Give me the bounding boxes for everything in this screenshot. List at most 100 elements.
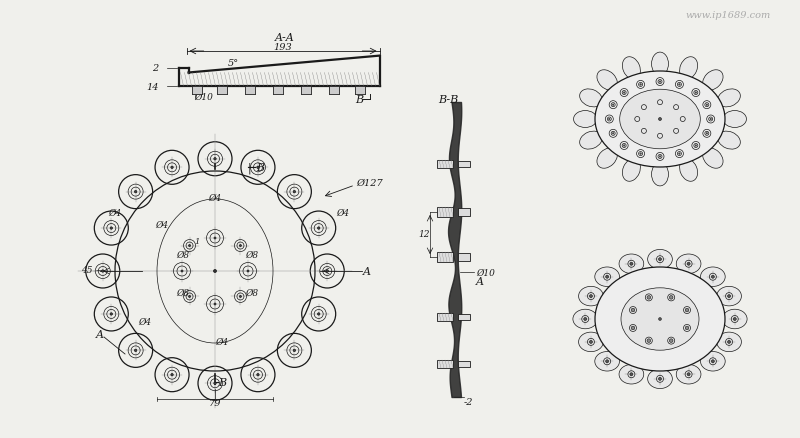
Circle shape <box>110 227 113 230</box>
Circle shape <box>670 296 673 300</box>
Circle shape <box>630 373 633 376</box>
Text: 5°: 5° <box>227 60 238 68</box>
Circle shape <box>631 308 634 312</box>
Ellipse shape <box>621 288 699 350</box>
Ellipse shape <box>578 332 603 352</box>
Circle shape <box>711 360 714 363</box>
Ellipse shape <box>594 267 619 287</box>
Ellipse shape <box>701 267 726 287</box>
Text: B: B <box>218 377 226 387</box>
Text: Ø8: Ø8 <box>177 288 190 297</box>
Circle shape <box>706 105 708 106</box>
Ellipse shape <box>651 53 669 76</box>
Circle shape <box>658 378 662 381</box>
Ellipse shape <box>718 90 740 108</box>
Text: Ø8: Ø8 <box>246 288 258 297</box>
Circle shape <box>658 258 662 261</box>
Ellipse shape <box>620 90 700 149</box>
Ellipse shape <box>619 254 644 274</box>
Text: —: — <box>96 266 105 275</box>
Circle shape <box>647 296 650 300</box>
Text: B-B: B-B <box>438 95 458 105</box>
Circle shape <box>631 326 634 330</box>
Ellipse shape <box>680 57 698 80</box>
Text: Ø4: Ø4 <box>337 208 350 217</box>
Bar <box>458 162 470 168</box>
Circle shape <box>678 153 680 155</box>
Text: A: A <box>363 266 371 276</box>
Circle shape <box>612 133 614 135</box>
Text: 12: 12 <box>418 230 430 239</box>
Bar <box>191 87 202 95</box>
Text: 2: 2 <box>152 64 158 73</box>
Ellipse shape <box>622 57 640 80</box>
Circle shape <box>659 156 661 158</box>
Ellipse shape <box>648 369 672 389</box>
Circle shape <box>687 263 690 265</box>
Circle shape <box>239 245 242 247</box>
Circle shape <box>326 270 329 272</box>
Circle shape <box>647 339 650 343</box>
Circle shape <box>695 92 697 94</box>
Circle shape <box>640 153 642 155</box>
Circle shape <box>609 119 610 120</box>
Ellipse shape <box>651 163 669 187</box>
Circle shape <box>711 276 714 279</box>
Circle shape <box>110 313 113 315</box>
Bar <box>458 254 470 261</box>
Text: 79: 79 <box>209 399 222 408</box>
Ellipse shape <box>702 148 723 169</box>
Circle shape <box>214 303 216 305</box>
Text: Ø127: Ø127 <box>357 178 383 187</box>
Circle shape <box>612 105 614 106</box>
Bar <box>217 87 226 95</box>
Bar <box>354 87 365 95</box>
Bar <box>437 313 453 321</box>
Text: 14: 14 <box>146 82 158 91</box>
Ellipse shape <box>574 111 597 128</box>
Bar <box>301 87 310 95</box>
Text: B: B <box>256 162 264 173</box>
Circle shape <box>584 318 586 321</box>
Ellipse shape <box>580 90 602 108</box>
Circle shape <box>623 145 625 147</box>
Text: A: A <box>96 329 104 339</box>
Ellipse shape <box>597 71 618 91</box>
Bar <box>273 87 282 95</box>
Ellipse shape <box>701 352 726 371</box>
Text: www.ip1689.com: www.ip1689.com <box>686 11 770 21</box>
Circle shape <box>678 85 680 86</box>
Ellipse shape <box>595 267 725 371</box>
Ellipse shape <box>717 287 742 306</box>
Bar <box>437 252 453 262</box>
Ellipse shape <box>680 159 698 182</box>
Ellipse shape <box>595 72 725 168</box>
Text: |: | <box>248 162 252 173</box>
Bar <box>458 361 470 367</box>
Ellipse shape <box>676 365 701 384</box>
Circle shape <box>590 295 593 298</box>
Text: 1: 1 <box>194 237 200 245</box>
Circle shape <box>640 85 642 86</box>
Circle shape <box>606 360 609 363</box>
Circle shape <box>134 350 137 352</box>
Circle shape <box>687 373 690 376</box>
Text: Ø10: Ø10 <box>476 268 495 277</box>
Circle shape <box>134 191 137 194</box>
Text: Ø4: Ø4 <box>215 337 229 346</box>
Circle shape <box>706 133 708 135</box>
Circle shape <box>318 313 320 315</box>
Text: Ø8: Ø8 <box>177 250 190 259</box>
Ellipse shape <box>580 132 602 150</box>
Circle shape <box>727 341 730 343</box>
Circle shape <box>171 167 174 169</box>
Ellipse shape <box>718 132 740 150</box>
Circle shape <box>214 270 217 273</box>
Circle shape <box>171 374 174 376</box>
Ellipse shape <box>676 254 701 274</box>
Text: 193: 193 <box>274 42 292 51</box>
Circle shape <box>686 308 689 312</box>
Circle shape <box>181 270 183 272</box>
Circle shape <box>214 237 216 240</box>
Text: 45: 45 <box>82 266 93 275</box>
